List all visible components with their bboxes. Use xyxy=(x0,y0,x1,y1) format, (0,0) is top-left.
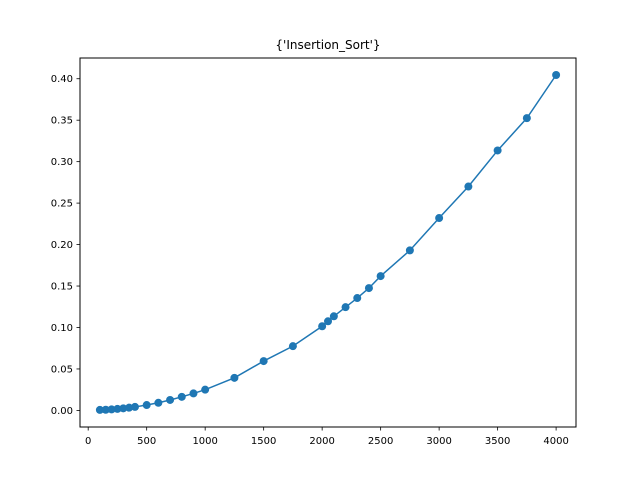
x-tick-label: 4000 xyxy=(543,436,568,447)
y-tick-label: 0.15 xyxy=(51,282,73,293)
y-tick-label: 0.20 xyxy=(51,240,73,251)
x-tick-label: 1500 xyxy=(251,436,276,447)
data-point xyxy=(329,312,338,321)
y-tick-label: 0.25 xyxy=(51,199,73,210)
data-point xyxy=(318,322,327,331)
data-point xyxy=(405,246,414,255)
data-point xyxy=(154,398,163,407)
data-point xyxy=(493,146,502,155)
data-point xyxy=(101,405,110,414)
data-point xyxy=(522,114,531,123)
data-point xyxy=(189,389,198,398)
data-point xyxy=(288,342,297,351)
data-point xyxy=(119,404,128,413)
y-tick-label: 0.35 xyxy=(51,116,73,127)
data-point xyxy=(230,373,239,382)
data-point xyxy=(364,284,373,293)
x-tick-label: 2000 xyxy=(309,436,334,447)
axes-frame xyxy=(79,57,577,428)
data-point xyxy=(464,182,473,191)
data-point xyxy=(107,405,116,414)
y-tick-label: 0.40 xyxy=(51,74,73,85)
x-tick-label: 2500 xyxy=(368,436,393,447)
y-tick-label: 0.30 xyxy=(51,157,73,168)
y-tick-label: 0.05 xyxy=(51,364,73,375)
data-point xyxy=(95,405,104,414)
data-point xyxy=(177,392,186,401)
data-point xyxy=(259,357,268,366)
data-point xyxy=(341,303,350,312)
data-point xyxy=(376,272,385,281)
y-tick-label: 0.00 xyxy=(51,406,73,417)
data-point xyxy=(130,402,139,411)
data-point xyxy=(435,214,444,223)
data-point xyxy=(113,404,122,413)
y-tick-label: 0.10 xyxy=(51,323,73,334)
data-point xyxy=(552,70,561,79)
data-point xyxy=(324,317,332,326)
x-tick-label: 3500 xyxy=(485,436,510,447)
x-axis: 0 500 1000 1500 2000 2500 3000 3500 4000 xyxy=(85,427,569,447)
plot-area xyxy=(95,70,561,414)
x-tick-label: 500 xyxy=(137,436,156,447)
x-tick-label: 3000 xyxy=(426,436,451,447)
y-axis: 0.00 0.05 0.10 0.15 0.20 0.25 0.30 0.35 0.40 xyxy=(51,74,80,417)
data-point xyxy=(125,403,134,412)
data-point xyxy=(166,395,175,404)
data-point xyxy=(353,294,362,303)
x-tick-label: 0 xyxy=(85,436,91,447)
x-tick-label: 1000 xyxy=(192,436,217,447)
chart-title: {'Insertion_Sort'} xyxy=(275,38,380,52)
data-point xyxy=(142,401,151,410)
data-point xyxy=(201,385,210,394)
